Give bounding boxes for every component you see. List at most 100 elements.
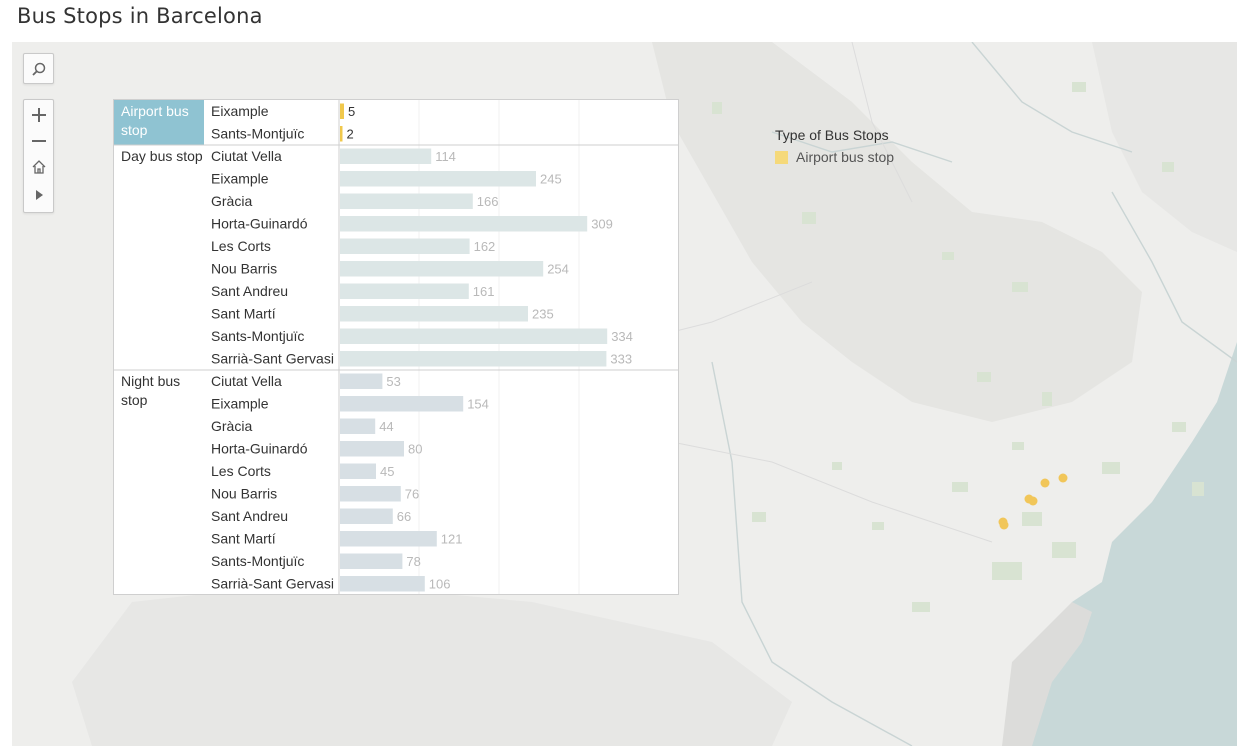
bar[interactable] bbox=[340, 261, 544, 277]
category-label: Eixample bbox=[211, 171, 269, 187]
value-label: 166 bbox=[477, 194, 499, 209]
category-label: Gràcia bbox=[211, 418, 252, 434]
value-label: 66 bbox=[397, 509, 411, 524]
map-point[interactable] bbox=[1028, 496, 1038, 506]
value-label: 235 bbox=[532, 307, 554, 322]
category-label: Sant Andreu bbox=[211, 283, 288, 299]
category-label: Sant Martí bbox=[211, 306, 276, 322]
value-label: 76 bbox=[405, 487, 419, 502]
value-label: 309 bbox=[591, 217, 613, 232]
value-label: 121 bbox=[441, 532, 463, 547]
bar[interactable] bbox=[340, 396, 464, 412]
category-label: Ciutat Vella bbox=[211, 373, 282, 389]
category-label: Sant Andreu bbox=[211, 508, 288, 524]
group-label: Day bus stop bbox=[121, 148, 203, 164]
legend: Type of Bus Stops Airport bus stop bbox=[775, 127, 894, 165]
bar[interactable] bbox=[340, 283, 469, 300]
category-label: Sarrià-Sant Gervasi bbox=[211, 576, 334, 592]
value-label: 80 bbox=[408, 442, 422, 457]
airport-stop-points bbox=[998, 473, 1068, 530]
park-areas bbox=[712, 82, 1204, 612]
bar[interactable] bbox=[340, 373, 383, 390]
map-point[interactable] bbox=[999, 520, 1009, 530]
bar[interactable] bbox=[340, 463, 376, 480]
bar[interactable] bbox=[340, 193, 473, 210]
bar[interactable] bbox=[340, 238, 470, 255]
group-header-bg bbox=[114, 100, 204, 145]
bar[interactable] bbox=[340, 351, 607, 367]
category-label: Horta-Guinardó bbox=[211, 441, 308, 457]
search-icon bbox=[31, 62, 45, 76]
bar[interactable] bbox=[340, 328, 608, 345]
category-label: Sants-Montjuïc bbox=[211, 126, 304, 142]
map-search-button[interactable] bbox=[23, 53, 54, 84]
bar-chart: Airport bus stop Eixample 5 Sants-Montjuïc 2 D… bbox=[114, 100, 678, 594]
value-label: 5 bbox=[348, 104, 355, 119]
value-label: 162 bbox=[474, 239, 496, 254]
category-label: Horta-Guinardó bbox=[211, 216, 308, 232]
value-label: 334 bbox=[611, 329, 633, 344]
legend-title: Type of Bus Stops bbox=[775, 127, 889, 143]
bar[interactable] bbox=[340, 441, 404, 457]
map-background bbox=[72, 42, 1237, 746]
value-label: 45 bbox=[380, 464, 394, 479]
value-label: 114 bbox=[435, 149, 456, 164]
value-label: 333 bbox=[610, 352, 632, 367]
hill-shade bbox=[72, 582, 792, 746]
bar[interactable] bbox=[340, 126, 343, 142]
value-label: 2 bbox=[347, 127, 354, 142]
map-point[interactable] bbox=[1058, 473, 1068, 483]
map-point[interactable] bbox=[1040, 478, 1050, 488]
legend-swatch bbox=[775, 150, 788, 164]
plus-icon bbox=[31, 108, 46, 122]
group-label: Airport bus stop bbox=[121, 103, 189, 138]
bar[interactable] bbox=[340, 171, 536, 187]
bar[interactable] bbox=[340, 486, 401, 502]
value-label: 161 bbox=[473, 284, 495, 299]
bar[interactable] bbox=[340, 553, 403, 570]
home-icon bbox=[32, 160, 45, 174]
value-label: 245 bbox=[540, 172, 562, 187]
value-label: 106 bbox=[429, 577, 451, 592]
category-label: Eixample bbox=[211, 396, 269, 412]
pan-button[interactable] bbox=[24, 182, 53, 208]
category-label: Les Corts bbox=[211, 238, 271, 254]
value-label: 254 bbox=[547, 262, 569, 277]
category-label: Nou Barris bbox=[211, 486, 277, 502]
value-label: 44 bbox=[379, 419, 393, 434]
category-label: Ciutat Vella bbox=[211, 148, 282, 164]
zoom-in-button[interactable] bbox=[24, 102, 53, 128]
value-label: 154 bbox=[467, 397, 489, 412]
category-label: Les Corts bbox=[211, 463, 271, 479]
category-label: Eixample bbox=[211, 103, 269, 119]
category-label: Gràcia bbox=[211, 193, 252, 209]
zoom-out-button[interactable] bbox=[24, 128, 53, 154]
map-zoom-controls bbox=[23, 99, 54, 213]
category-label: Sants-Montjuïc bbox=[211, 553, 304, 569]
category-label: Sarrià-Sant Gervasi bbox=[211, 351, 334, 367]
home-button[interactable] bbox=[24, 154, 53, 180]
play-icon bbox=[35, 190, 43, 200]
bar[interactable] bbox=[340, 508, 393, 525]
port-area bbox=[1002, 602, 1092, 746]
bar[interactable] bbox=[340, 531, 437, 547]
bar[interactable] bbox=[340, 418, 376, 435]
hill-shade bbox=[1092, 42, 1237, 252]
legend-item[interactable]: Airport bus stop bbox=[775, 149, 894, 165]
bar[interactable] bbox=[340, 306, 528, 322]
value-label: 53 bbox=[386, 374, 400, 389]
bar[interactable] bbox=[340, 576, 425, 592]
bar[interactable] bbox=[340, 103, 344, 120]
value-label: 78 bbox=[406, 554, 420, 569]
legend-item-label: Airport bus stop bbox=[796, 149, 895, 165]
hill-shade bbox=[652, 42, 1142, 422]
minus-icon bbox=[31, 140, 46, 142]
category-label: Sants-Montjuïc bbox=[211, 328, 304, 344]
map-lines bbox=[711, 42, 1237, 746]
category-label: Nou Barris bbox=[211, 261, 277, 277]
group-label: Night bus stop bbox=[121, 373, 180, 408]
bar[interactable] bbox=[340, 148, 432, 165]
category-label: Sant Martí bbox=[211, 531, 276, 547]
page-title: Bus Stops in Barcelona bbox=[17, 4, 263, 28]
bar[interactable] bbox=[340, 216, 588, 232]
